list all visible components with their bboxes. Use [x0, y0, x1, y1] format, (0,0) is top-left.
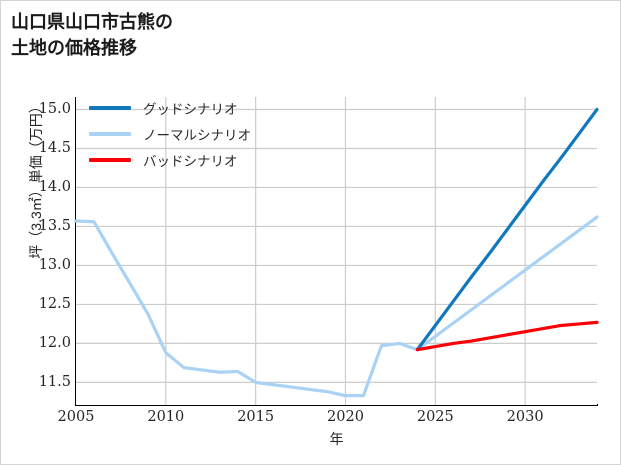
series-line — [415, 107, 599, 352]
y-axis-tick-label: 14.5 — [38, 140, 71, 157]
chart-legend: グッドシナリオ ノーマルシナリオ バッドシナリオ — [89, 95, 299, 173]
series-line — [74, 215, 599, 398]
legend-item-label: バッドシナリオ — [143, 154, 238, 169]
y-axis-tick-label: 12.0 — [38, 335, 71, 352]
y-axis-tick-labels: 11.5 12.0 12.5 13.0 13.5 14.0 14.5 15.0 — [1, 1, 71, 464]
legend-item[interactable]: グッドシナリオ — [89, 95, 299, 121]
y-axis-tick-label: 12.5 — [38, 296, 71, 313]
x-axis-tick-label: 2030 — [506, 409, 544, 425]
chart-title: 山口県山口市古熊の 土地の価格推移 — [11, 12, 173, 58]
y-axis-label: 坪（3.3㎡）単価（万円） — [28, 99, 44, 259]
legend-item-label: ノーマルシナリオ — [143, 128, 251, 143]
series-lines — [74, 107, 599, 398]
y-axis-tick-label: 15.0 — [38, 101, 71, 118]
plot-area — [74, 97, 599, 405]
x-axis-tick-label: 2005 — [57, 409, 95, 425]
legend-item-label: グッドシナリオ — [143, 102, 238, 117]
x-axis-tick-label: 2025 — [416, 409, 454, 425]
y-axis-tick-label: 13.5 — [38, 218, 71, 235]
legend-item[interactable]: バッドシナリオ — [89, 147, 299, 173]
x-axis-label: 年 — [329, 431, 344, 447]
series-line — [415, 320, 599, 352]
y-axis-tick-label: 11.5 — [38, 374, 71, 391]
x-axis-tick-label: 2020 — [327, 409, 364, 425]
y-axis-tick-label: 13.0 — [38, 257, 71, 274]
legend-swatch-icon — [89, 158, 131, 162]
y-axis-tick-label: 14.0 — [38, 179, 71, 196]
x-axis-tick-label: 2010 — [147, 409, 185, 425]
legend-item[interactable]: ノーマルシナリオ — [89, 121, 299, 147]
legend-swatch-icon — [89, 106, 131, 110]
x-axis-tick-label: 2015 — [237, 409, 275, 425]
plot-svg — [74, 97, 599, 405]
legend-swatch-icon — [89, 132, 131, 136]
x-axis-spine — [75, 404, 598, 406]
